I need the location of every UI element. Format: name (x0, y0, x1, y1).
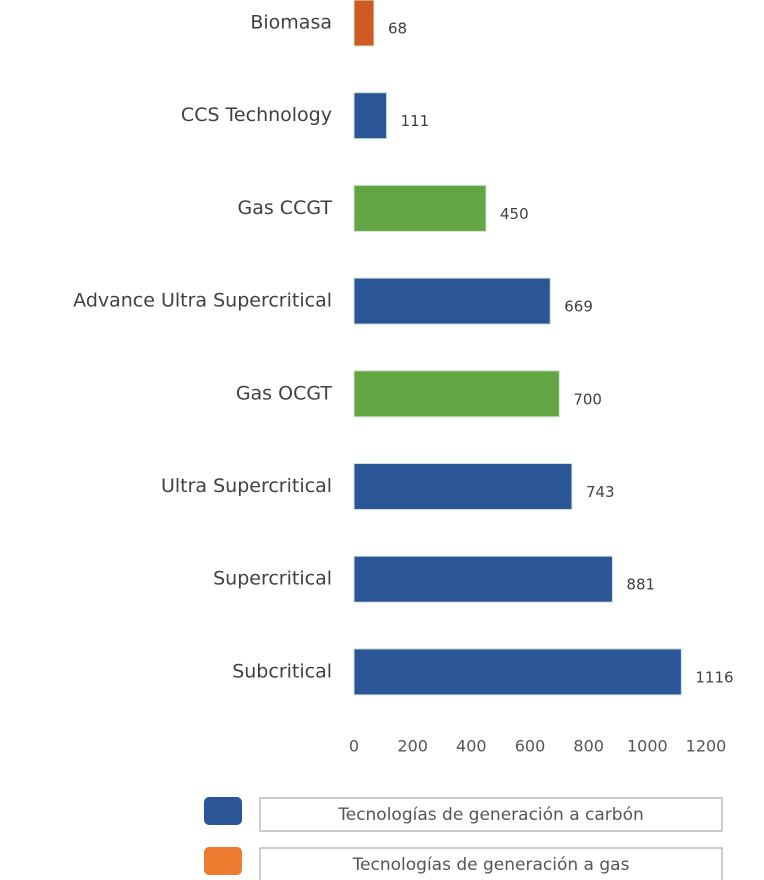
legend-swatch (204, 847, 242, 875)
category-label: Gas CCGT (238, 197, 333, 219)
bar (353, 555, 613, 603)
value-label: 68 (388, 20, 407, 38)
x-tick-label: 1000 (627, 737, 668, 756)
legend-box (259, 797, 723, 832)
value-label: 881 (626, 576, 655, 594)
value-label: 111 (401, 112, 430, 130)
x-tick-label: 800 (573, 737, 604, 756)
bar (353, 0, 375, 47)
x-tick-label: 600 (515, 737, 546, 756)
value-label: 1116 (695, 668, 733, 686)
category-label: Ultra Supercritical (161, 475, 332, 497)
bar (353, 463, 573, 510)
value-label: 450 (500, 205, 529, 223)
x-tick-label: 0 (349, 737, 359, 756)
bar (353, 277, 551, 325)
category-label: Biomasa (250, 12, 332, 34)
legend-label: Tecnologías de generación a carbón (337, 805, 644, 825)
category-label: CCS Technology (181, 104, 332, 126)
category-label: Advance Ultra Supercritical (73, 290, 332, 312)
category-label: Gas OCGT (236, 382, 333, 404)
x-tick-label: 400 (456, 737, 487, 756)
bar (353, 184, 487, 232)
legend-swatch (204, 797, 242, 825)
value-label: 700 (573, 390, 602, 408)
legend-box (259, 847, 723, 880)
bar (353, 648, 682, 696)
legend-label: Tecnologías de generación a gas (352, 855, 630, 875)
value-label: 669 (564, 298, 593, 316)
bar (353, 92, 388, 140)
category-label: Subcritical (232, 660, 332, 682)
x-tick-label: 1200 (686, 737, 727, 756)
bar (353, 370, 560, 418)
category-label: Supercritical (213, 568, 332, 590)
value-label: 743 (586, 483, 615, 501)
x-tick-label: 200 (397, 737, 428, 756)
